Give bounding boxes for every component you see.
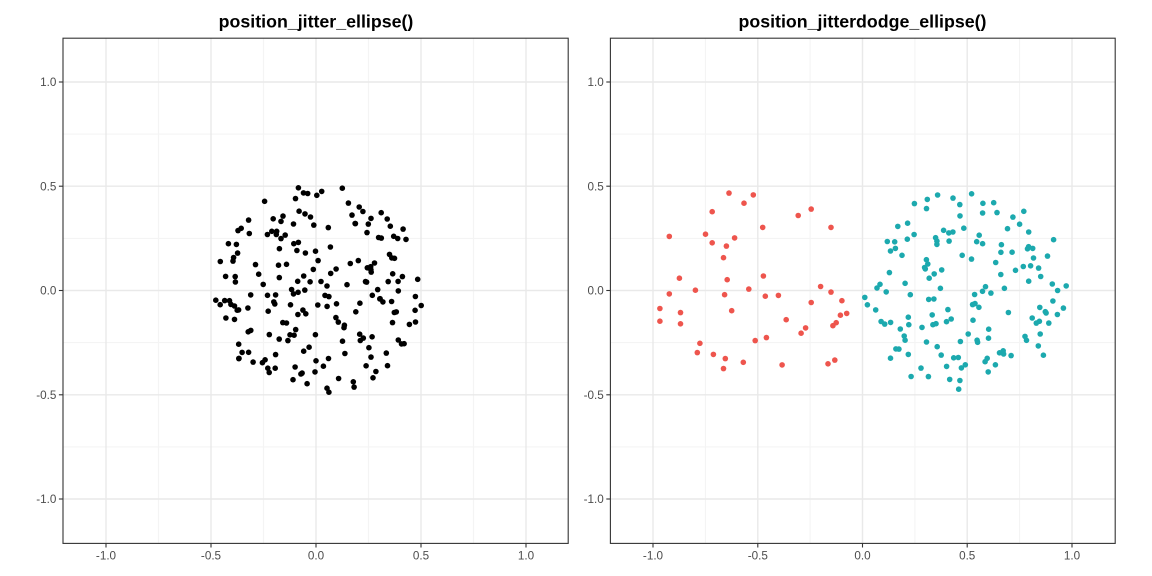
svg-text:0.0: 0.0 xyxy=(308,550,325,563)
svg-text:-0.5: -0.5 xyxy=(584,389,605,402)
svg-text:0.0: 0.0 xyxy=(40,285,57,298)
svg-text:-0.5: -0.5 xyxy=(201,550,222,563)
svg-text:-1.0: -1.0 xyxy=(584,493,605,506)
svg-text:-1.0: -1.0 xyxy=(643,550,664,563)
svg-text:1.0: 1.0 xyxy=(518,550,535,563)
svg-text:0.5: 0.5 xyxy=(588,180,605,193)
svg-text:-1.0: -1.0 xyxy=(36,493,57,506)
svg-text:0.5: 0.5 xyxy=(40,180,57,193)
svg-text:position_jitter_ellipse(): position_jitter_ellipse() xyxy=(219,12,414,32)
svg-text:1.0: 1.0 xyxy=(1064,550,1081,563)
svg-text:0.5: 0.5 xyxy=(959,550,976,563)
svg-text:0.0: 0.0 xyxy=(588,285,605,298)
svg-text:-1.0: -1.0 xyxy=(96,550,117,563)
svg-text:1.0: 1.0 xyxy=(40,76,57,89)
svg-text:-0.5: -0.5 xyxy=(748,550,769,563)
svg-text:0.5: 0.5 xyxy=(413,550,430,563)
svg-text:1.0: 1.0 xyxy=(588,76,605,89)
svg-text:position_jitterdodge_ellipse(): position_jitterdodge_ellipse() xyxy=(739,12,987,32)
svg-text:-0.5: -0.5 xyxy=(36,389,57,402)
svg-text:0.0: 0.0 xyxy=(854,550,871,563)
